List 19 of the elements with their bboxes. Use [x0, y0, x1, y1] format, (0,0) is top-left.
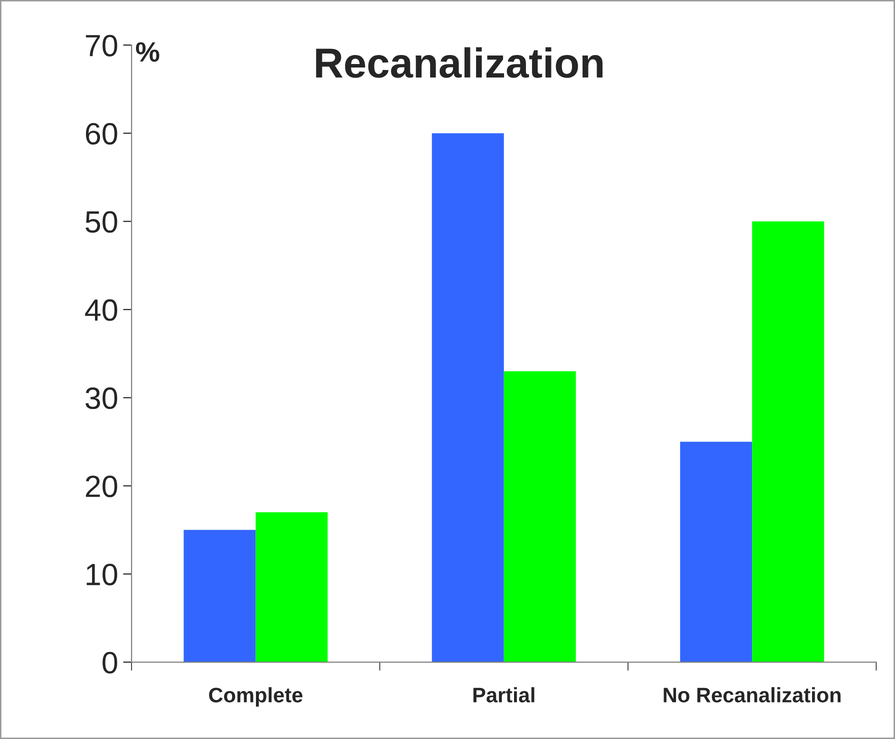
x-tick-label: Partial	[473, 687, 534, 702]
y-tick-label: 40	[85, 299, 118, 321]
bar	[504, 371, 576, 662]
x-tick-label: No Recanalization	[664, 687, 841, 702]
bar	[752, 221, 824, 662]
bar	[256, 512, 328, 662]
y-tick-label: 60	[86, 122, 118, 145]
y-tick-label: 20	[86, 476, 118, 498]
bar	[184, 530, 256, 662]
y-tick-label: 10	[86, 564, 118, 586]
y-tick-label: 50	[86, 211, 118, 233]
y-tick-label: 30	[86, 387, 118, 410]
bar	[680, 442, 752, 662]
bar	[432, 133, 504, 662]
y-axis-title: %	[136, 42, 160, 62]
y-tick-label: 0	[102, 652, 118, 674]
x-tick-label: Complete	[209, 687, 302, 707]
y-tick-label: 70	[86, 34, 118, 56]
chart-title: Recanalization	[316, 47, 603, 78]
